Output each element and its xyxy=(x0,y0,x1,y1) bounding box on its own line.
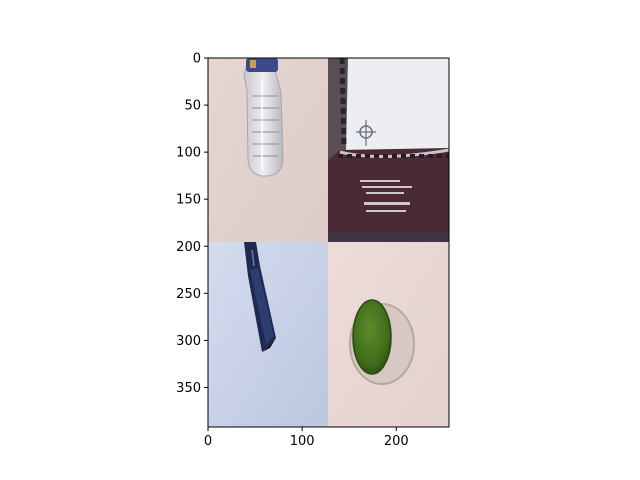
axes-frame xyxy=(207,57,450,428)
crosshair-marker xyxy=(356,120,376,146)
x-tick-label: 200 xyxy=(384,434,409,449)
y-tick-label: 300 xyxy=(176,334,201,349)
y-tick-label: 350 xyxy=(176,381,201,396)
tile-dark-glass-bottle xyxy=(208,242,328,427)
dark-bottle-object xyxy=(244,242,276,352)
x-tick-label: 0 xyxy=(204,434,212,449)
image-area xyxy=(207,57,450,428)
y-tick-label: 0 xyxy=(193,52,201,67)
tile-carton-box xyxy=(328,57,450,242)
y-tick-label: 250 xyxy=(176,287,201,302)
y-tick-label: 150 xyxy=(176,193,201,208)
y-axis: 0 50 100 150 200 250 300 350 xyxy=(176,52,208,396)
jar-lid-object xyxy=(349,299,415,385)
y-tick-label: 100 xyxy=(176,146,201,161)
x-axis: 0 100 200 xyxy=(204,427,409,449)
y-tick-label: 200 xyxy=(176,240,201,255)
tile-plastic-bottle xyxy=(208,58,328,242)
y-tick-label: 50 xyxy=(184,99,201,114)
carton-print xyxy=(360,180,412,212)
tile-green-jar-lid xyxy=(328,242,449,427)
x-tick-label: 100 xyxy=(290,434,315,449)
plastic-bottle-object xyxy=(243,58,284,177)
